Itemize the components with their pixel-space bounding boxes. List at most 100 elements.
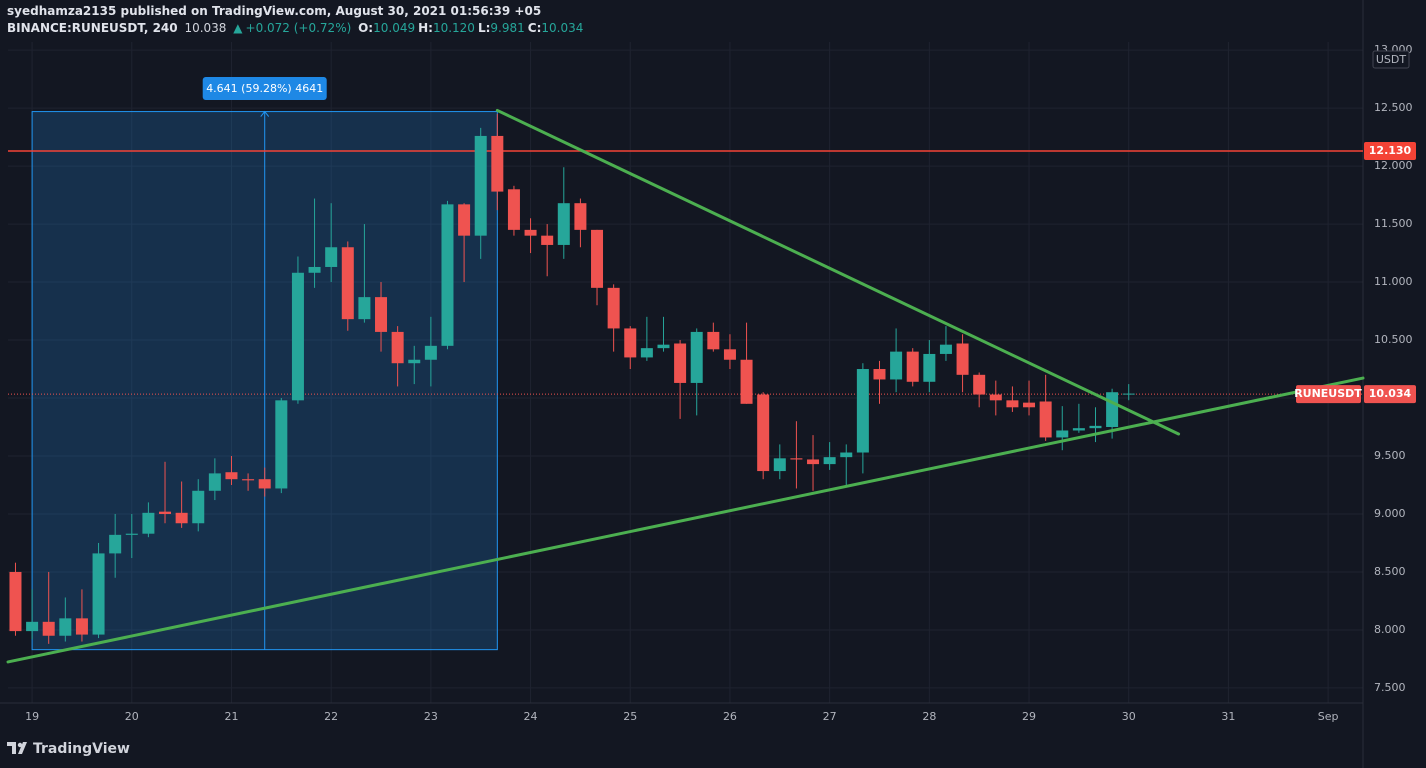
- candle-body: [341, 247, 354, 320]
- y-tick-label: 8.500: [1374, 565, 1406, 578]
- header: syedhamza2135 published on TradingView.c…: [7, 3, 589, 37]
- candle-body: [75, 618, 88, 635]
- price-tag: [1364, 385, 1416, 404]
- candle-body: [690, 331, 703, 383]
- candle-body: [192, 490, 205, 524]
- candle-body: [1122, 393, 1135, 395]
- candle-body: [1056, 430, 1069, 438]
- hline-tag-label: 12.130: [1369, 144, 1412, 157]
- candle-body: [225, 472, 238, 480]
- candle-body: [1006, 400, 1019, 408]
- candle-body: [740, 359, 753, 404]
- candle-body: [474, 135, 487, 236]
- trend-line: [495, 108, 1181, 436]
- last-price: 10.038: [184, 21, 227, 35]
- x-tick-label: 30: [1122, 710, 1136, 723]
- candle-body: [391, 331, 404, 364]
- x-tick-label: 19: [25, 710, 39, 723]
- ohlc-label: C:: [527, 21, 542, 35]
- candle-body: [807, 459, 820, 465]
- y-tick-label: 11.000: [1374, 275, 1413, 288]
- candle-body: [458, 204, 471, 236]
- candle-body: [541, 235, 554, 245]
- ohlc: O:10.049 H:10.120 L:9.981 C:10.034: [358, 21, 586, 35]
- x-tick-label: 26: [723, 710, 737, 723]
- y-tick-label: 8.000: [1374, 623, 1406, 636]
- candle-body: [142, 512, 155, 534]
- y-tick-label: 11.500: [1374, 217, 1413, 230]
- candle-body: [125, 533, 138, 535]
- candle-body: [92, 553, 105, 635]
- candle-body: [441, 204, 454, 346]
- candle-body: [242, 479, 255, 481]
- candle-body: [42, 621, 55, 636]
- candle-body: [291, 272, 304, 401]
- candle-body: [890, 351, 903, 380]
- ohlc-label: L:: [477, 21, 491, 35]
- ohlc-value: 10.120: [432, 21, 475, 35]
- candle-body: [26, 621, 39, 632]
- y-tick-label: 9.000: [1374, 507, 1406, 520]
- candle-body: [906, 351, 919, 382]
- range-label-box: [202, 77, 327, 100]
- unit-label: USDT: [1376, 53, 1407, 66]
- candle-body: [159, 511, 172, 514]
- range-arrow-head: [260, 110, 270, 117]
- candle-body: [989, 394, 1002, 401]
- candle-body: [109, 534, 122, 554]
- x-tick-label: 29: [1022, 710, 1036, 723]
- ohlc-value: 10.034: [541, 21, 584, 35]
- y-tick-label: 9.500: [1374, 449, 1406, 462]
- candle-body: [624, 328, 637, 358]
- x-tick-label: 27: [823, 710, 837, 723]
- candle-body: [175, 512, 188, 524]
- candle-body: [557, 203, 570, 245]
- candle-body: [1039, 401, 1052, 438]
- symbol: BINANCE:RUNEUSDT, 240: [7, 21, 178, 35]
- candle-body: [507, 189, 520, 230]
- x-tick-label: 20: [125, 710, 139, 723]
- candle-body: [939, 344, 952, 354]
- candle-body: [591, 229, 604, 288]
- candle-body: [258, 479, 271, 489]
- change-arrow: ▲: [233, 21, 243, 35]
- candle-body: [923, 353, 936, 382]
- y-tick-label: 7.500: [1374, 681, 1406, 694]
- candle-body: [707, 331, 720, 350]
- candle-body: [208, 473, 221, 491]
- publish-info: syedhamza2135 published on TradingView.c…: [7, 4, 542, 18]
- candle-body: [491, 135, 504, 192]
- candle-body: [308, 266, 321, 273]
- x-tick-label: 24: [524, 710, 538, 723]
- candle-body: [773, 458, 786, 472]
- y-tick-label: 12.000: [1374, 159, 1413, 172]
- candle-body: [408, 359, 421, 364]
- candle-body: [607, 287, 620, 329]
- candle-body: [9, 571, 22, 632]
- candle-body: [790, 458, 803, 460]
- change: +0.072 (+0.72%): [245, 21, 352, 35]
- y-tick-label: 10.500: [1374, 333, 1413, 346]
- candle-body: [1072, 428, 1085, 431]
- x-tick-label: Sep: [1318, 710, 1339, 723]
- candle-body: [375, 297, 388, 332]
- candle-body: [873, 369, 886, 380]
- price-name: RUNEUSDT: [1294, 387, 1362, 400]
- price-tag-label: 10.034: [1369, 387, 1412, 400]
- ohlc-label: O:: [358, 21, 374, 35]
- price-name-tag: [1296, 385, 1361, 404]
- candle-body: [325, 247, 338, 267]
- candle-body: [823, 457, 836, 465]
- y-tick-label: 12.500: [1374, 101, 1413, 114]
- candle-body: [657, 344, 670, 349]
- candle-body: [956, 343, 969, 375]
- logo-dot: [17, 742, 23, 748]
- x-tick-label: 31: [1221, 710, 1235, 723]
- candle-body: [574, 203, 587, 230]
- unit-box: [1372, 50, 1410, 69]
- candle-body: [1089, 425, 1102, 429]
- candle-body: [757, 394, 770, 472]
- hline-tag: [1364, 142, 1416, 161]
